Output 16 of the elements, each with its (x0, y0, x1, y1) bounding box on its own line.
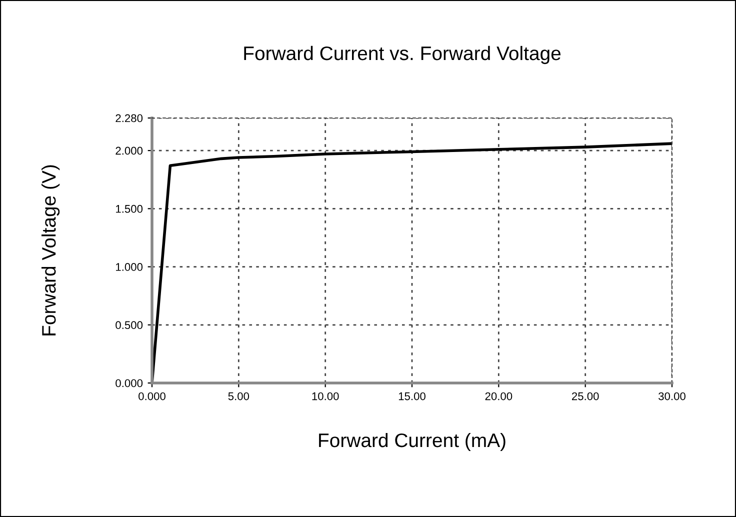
y-axis-title: Forward Voltage (V) (41, 165, 60, 336)
x-tick-label: 5.00 (228, 392, 250, 400)
y-tick-label: 2.280 (116, 114, 143, 122)
x-tick-label: 10.00 (312, 392, 339, 400)
x-tick-label: 20.00 (485, 392, 512, 400)
x-tick-label: 15.00 (398, 392, 426, 400)
chart-title: Forward Current vs. Forward Voltage (244, 46, 561, 64)
x-tick-label: 0.000 (138, 392, 166, 400)
x-axis-title: Forward Current (mA) (319, 432, 506, 452)
y-tick-label: 2.000 (116, 146, 143, 155)
y-tick-label: 0.500 (116, 321, 143, 330)
x-tick-label: 30.00 (658, 392, 686, 400)
x-tick-label: 25.00 (572, 392, 599, 400)
y-tick-label: 1.000 (116, 263, 143, 271)
y-tick-label: 0.000 (116, 379, 143, 388)
y-tick-label: 1.500 (116, 204, 143, 213)
